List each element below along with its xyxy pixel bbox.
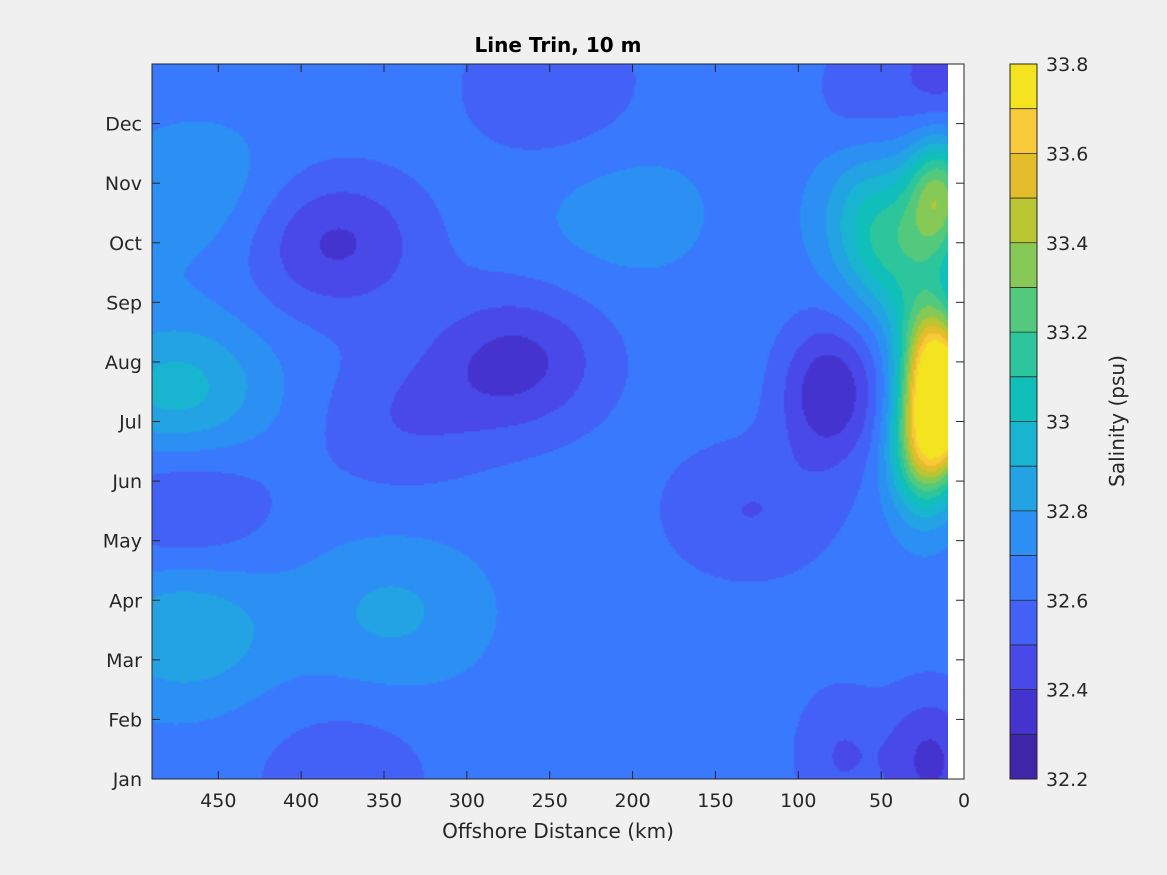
colorbar-tick-label: 32.4 <box>1046 680 1088 702</box>
salinity-contour-field <box>152 64 948 779</box>
colorbar-level <box>1010 198 1037 244</box>
y-tick-label: May <box>103 531 142 553</box>
y-tick-label: Oct <box>109 233 142 255</box>
y-tick-label: Jan <box>112 769 142 791</box>
colorbar-tick-label: 33.6 <box>1046 143 1088 165</box>
colorbar-level <box>1010 287 1037 333</box>
colorbar-frame <box>1009 63 1038 780</box>
colorbar-tick-label: 32.8 <box>1046 501 1088 523</box>
x-tick-label: 200 <box>614 790 650 812</box>
x-tick-label: 300 <box>449 790 485 812</box>
x-tick-label: 450 <box>200 790 236 812</box>
y-axis: Jan Feb Mar Apr May Jun Jul Aug Sep Oct Nov Dec <box>103 114 964 791</box>
y-tick-label: Apr <box>109 590 142 612</box>
colorbar-level <box>1010 510 1037 557</box>
colorbar-level <box>1010 64 1037 110</box>
y-tick-label: Mar <box>106 650 142 672</box>
x-tick-label: 50 <box>869 790 893 812</box>
colorbar-level <box>1010 108 1037 154</box>
y-tick-label: Jun <box>111 471 142 493</box>
colorbar-level <box>1010 153 1037 199</box>
y-tick-label: Jul <box>118 412 142 434</box>
colorbar-tick-label: 33.2 <box>1046 322 1088 344</box>
colorbar-tick-label: 33 <box>1046 412 1070 434</box>
colorbar-level <box>1010 600 1037 646</box>
colorbar-level <box>1010 242 1037 288</box>
colorbar-level <box>1010 376 1037 422</box>
x-tick-label: 400 <box>283 790 319 812</box>
x-axis-label: Offshore Distance (km) <box>442 819 674 843</box>
colorbar-level <box>1010 466 1037 512</box>
colorbar-level <box>1010 644 1037 691</box>
colorbar: 33.8 33.6 33.4 33.2 33 32.8 32.6 32.4 32.2 Salin… <box>1009 54 1129 791</box>
colorbar-label: Salinity (psu) <box>1105 355 1129 487</box>
x-tick-label: 150 <box>697 790 733 812</box>
colorbar-level <box>1010 555 1037 601</box>
colorbar-level <box>1010 689 1037 735</box>
chart-title: Line Trin, 10 m <box>475 33 642 57</box>
colorbar-level <box>1010 734 1037 780</box>
y-tick-label: Sep <box>106 292 142 314</box>
y-tick-label: Nov <box>105 173 142 195</box>
y-tick-label: Dec <box>105 114 142 136</box>
x-tick-label: 0 <box>958 790 970 812</box>
colorbar-level <box>1010 421 1037 467</box>
x-axis: 450 400 350 300 250 200 150 100 50 0 <box>200 64 970 812</box>
y-tick-label: Aug <box>105 352 142 374</box>
colorbar-tick-label: 32.6 <box>1046 590 1088 612</box>
plot-area <box>151 63 965 780</box>
colorbar-tick-label: 32.2 <box>1046 769 1088 791</box>
x-tick-label: 350 <box>366 790 402 812</box>
y-tick-label: Feb <box>108 709 142 731</box>
colorbar-tick-label: 33.8 <box>1046 54 1088 76</box>
colorbar-level <box>1010 332 1037 378</box>
x-tick-label: 100 <box>780 790 816 812</box>
colorbar-tick-label: 33.4 <box>1046 233 1088 255</box>
x-tick-label: 250 <box>532 790 568 812</box>
